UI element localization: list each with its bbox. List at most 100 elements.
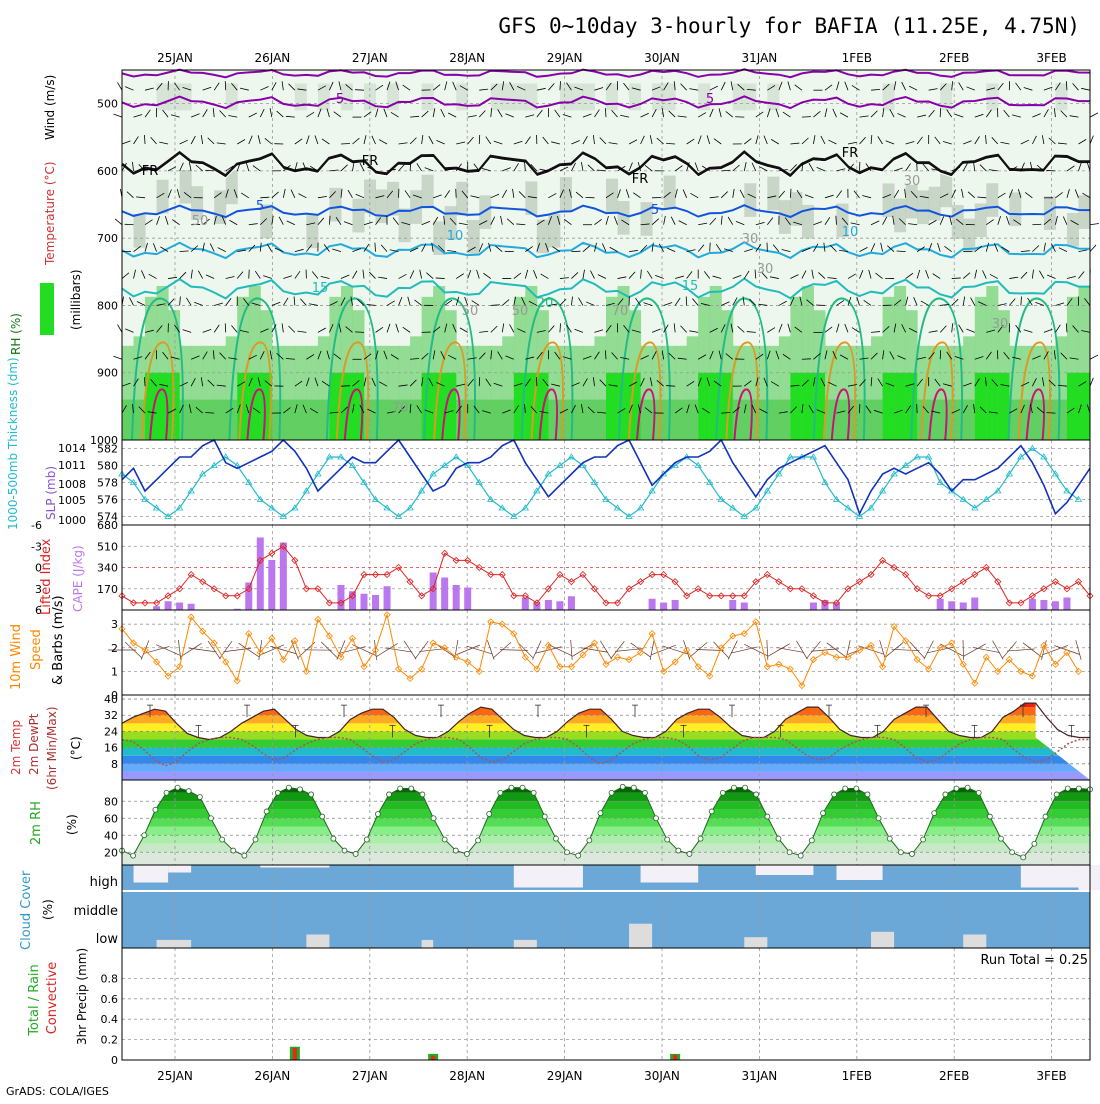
ylabel-thickness: 1000-500mb Thickness (dm)	[6, 357, 20, 530]
contour-label: 10	[842, 225, 859, 240]
rh-shade-upper	[491, 83, 503, 110]
cape-bar	[384, 586, 391, 610]
rh-point	[809, 838, 814, 843]
rh-shade-mid	[594, 400, 606, 440]
rh-point	[1076, 786, 1081, 791]
rh-shade-midlevel	[940, 174, 952, 208]
panel-frame-wind10m	[122, 610, 1090, 695]
panel-frame-precip	[122, 948, 1090, 1060]
temp-color-band	[122, 772, 1090, 780]
rh-color-band	[122, 835, 1090, 844]
temp-tick-label: 16	[104, 742, 118, 755]
contour-label: FR	[632, 172, 649, 187]
rh-color-band	[122, 827, 1090, 836]
rh-point	[631, 785, 636, 790]
rh-point	[743, 785, 748, 790]
precip-tick-label: 0.4	[101, 1013, 119, 1026]
rh-point	[209, 816, 214, 821]
ylabel-rh: RH (%)	[9, 313, 23, 355]
cape-bar	[268, 560, 275, 610]
contour-label: 30	[992, 317, 1009, 332]
rh-shade-midlevel	[306, 214, 318, 248]
ylabel-2m-dewpt: 2m DewPt	[27, 713, 41, 775]
ylabel-speed: Speed	[29, 629, 44, 670]
rh-legend-swatch	[40, 283, 54, 335]
thickness-tick-label: 578	[97, 477, 118, 490]
ylabel-total-rain: Total / Rain	[27, 964, 42, 1037]
cape-bar	[349, 591, 356, 610]
rh-point	[420, 792, 425, 797]
cloud-low-bar	[514, 940, 537, 948]
wind-barb-10m	[777, 648, 804, 653]
rh-point	[531, 790, 536, 795]
rh-shade-high	[894, 373, 906, 440]
convective-bar	[293, 1048, 297, 1060]
rh-shade-mid	[306, 400, 318, 440]
pressure-tick-label: 500	[97, 98, 118, 111]
ylabel-wind: Wind (m/s)	[43, 75, 57, 140]
rh-shade-mid	[871, 400, 883, 440]
wind-barb	[115, 219, 122, 225]
rh-point	[431, 816, 436, 821]
rh-point	[264, 809, 269, 814]
slp-line	[122, 440, 1090, 514]
credit-label: GrADS: COLA/IGES	[6, 1085, 109, 1098]
cape-tick-label: 680	[97, 519, 118, 532]
cape-bar	[545, 600, 552, 610]
cape-bar	[1029, 599, 1036, 610]
cloud-high-clear	[168, 865, 191, 873]
cape-bar	[971, 598, 978, 611]
rh-shade-midlevel	[606, 179, 618, 213]
rh-point	[220, 837, 225, 842]
rh-point	[498, 790, 503, 795]
cape-bar	[245, 583, 252, 611]
rh-point	[1065, 786, 1070, 791]
rh-shade-upper	[422, 83, 434, 110]
rh-point	[476, 838, 481, 843]
rh-shade-mid	[491, 400, 503, 440]
cape-bar	[165, 601, 172, 610]
rh-point	[364, 837, 369, 842]
wind-barb-10m	[827, 643, 846, 657]
date-label-top: 28JAN	[449, 51, 485, 65]
wind-barb-10m	[548, 644, 571, 655]
cloud-high-clear	[514, 865, 583, 888]
ylabel-rh-unit: (%)	[65, 814, 79, 835]
wind-barb-10m	[500, 650, 528, 651]
rh-point	[932, 811, 937, 816]
contour-label: FR	[362, 154, 379, 169]
cloud-high-clear	[134, 865, 169, 883]
contour-label: 5	[336, 92, 344, 107]
pressure-tick-label: 900	[97, 367, 118, 380]
date-label-bottom: 27JAN	[352, 1069, 388, 1083]
ylabel-temp-unit: (°C)	[69, 736, 83, 760]
contour-label: 5	[256, 199, 264, 214]
temp-tick-label: 24	[104, 725, 118, 738]
date-label-top: 30JAN	[644, 51, 680, 65]
rh-shade-upper	[883, 83, 895, 110]
cloud-background	[122, 865, 1090, 948]
contour-label: 15	[682, 279, 699, 294]
cloud-high-clear	[836, 865, 882, 880]
rh-point	[954, 786, 959, 791]
wind-barb	[114, 114, 122, 117]
rh-shade-mid	[836, 400, 848, 440]
cape-tick-label: 170	[97, 583, 118, 596]
rh-point	[565, 850, 570, 855]
rh-color-band	[122, 818, 1090, 827]
rh-point	[865, 792, 870, 797]
rh-point	[509, 785, 514, 790]
rh-shade-upper	[767, 83, 779, 110]
ylabel-cape: CAPE (J/kg)	[71, 545, 85, 612]
wind-barb	[1090, 113, 1098, 117]
wind-barb	[118, 82, 123, 90]
cloud-row-label-high: high	[90, 875, 118, 890]
wind-barb-10m	[611, 641, 625, 658]
cape-bar	[729, 600, 736, 610]
rh-shade-midlevel	[917, 190, 929, 224]
rh-point	[820, 811, 825, 816]
rh-point	[253, 837, 258, 842]
rh-shade-mid	[283, 400, 295, 440]
wind-tick-label: 2	[111, 642, 118, 655]
wind-barb-10m	[385, 648, 412, 652]
